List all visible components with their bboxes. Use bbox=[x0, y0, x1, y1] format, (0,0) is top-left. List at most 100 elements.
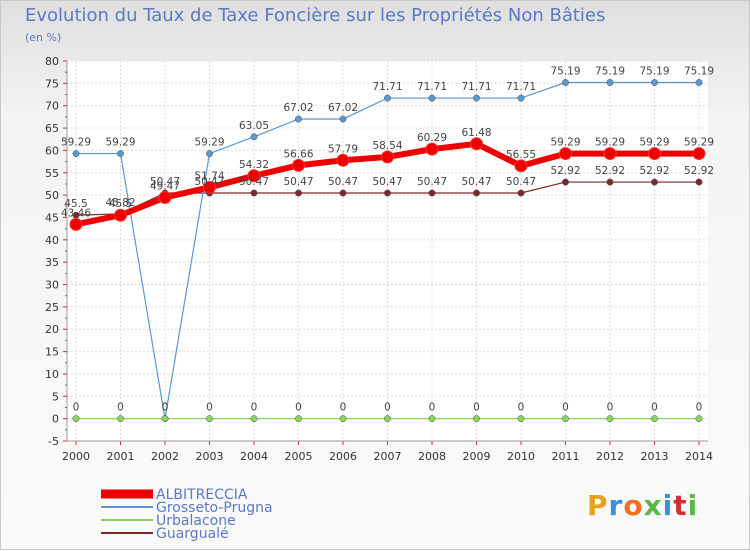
data-label: 59.29 bbox=[639, 137, 669, 149]
legend-label: Guargualé bbox=[156, 526, 229, 542]
data-label: 50.47 bbox=[328, 176, 358, 188]
data-point bbox=[695, 178, 703, 186]
data-point bbox=[117, 150, 124, 158]
data-point bbox=[339, 115, 347, 123]
data-point bbox=[648, 147, 661, 161]
data-label: 56.55 bbox=[506, 149, 536, 161]
data-label: 67.02 bbox=[328, 102, 358, 114]
data-label: 50.47 bbox=[461, 176, 491, 188]
y-tick-label: 5 bbox=[52, 390, 59, 403]
data-point bbox=[250, 133, 258, 141]
data-label: 0 bbox=[607, 402, 614, 414]
data-point bbox=[651, 178, 658, 186]
data-label: 75.19 bbox=[684, 66, 714, 78]
data-label: 0 bbox=[206, 402, 213, 414]
data-point bbox=[72, 415, 80, 423]
logo-letter: P bbox=[587, 489, 609, 522]
data-point bbox=[559, 147, 572, 161]
data-label: 71.71 bbox=[506, 81, 536, 93]
data-point bbox=[470, 137, 483, 151]
data-label: 0 bbox=[384, 402, 391, 414]
data-point bbox=[425, 142, 439, 156]
data-label: 75.19 bbox=[595, 66, 625, 78]
data-label: 52.92 bbox=[595, 165, 625, 177]
legend-label: ALBITRECCIA bbox=[156, 487, 248, 503]
data-point bbox=[336, 153, 350, 167]
data-label: 0 bbox=[251, 402, 258, 414]
y-axis-unit-label: (en %) bbox=[25, 31, 62, 44]
data-point bbox=[695, 79, 703, 86]
data-point bbox=[651, 415, 658, 423]
x-tick-label: 2004 bbox=[240, 450, 268, 463]
data-point bbox=[161, 415, 169, 423]
data-point bbox=[517, 189, 525, 197]
data-point bbox=[606, 79, 614, 86]
data-point bbox=[247, 169, 261, 183]
x-tick-label: 2005 bbox=[285, 450, 313, 463]
data-label: 45.5 bbox=[64, 198, 87, 210]
data-label: 59.29 bbox=[684, 137, 714, 149]
data-point bbox=[517, 415, 525, 423]
data-point bbox=[603, 147, 617, 161]
data-point bbox=[651, 79, 658, 86]
data-label: 0 bbox=[73, 402, 80, 414]
data-point bbox=[473, 189, 480, 197]
data-label: 0 bbox=[696, 402, 703, 414]
y-tick-label: 35 bbox=[45, 256, 59, 269]
x-tick-label: 2001 bbox=[107, 450, 135, 463]
x-tick-label: 2011 bbox=[552, 450, 580, 463]
logo-letter: i bbox=[687, 489, 699, 522]
data-point bbox=[72, 150, 80, 158]
data-label: 0 bbox=[117, 402, 124, 414]
data-point bbox=[473, 94, 480, 102]
data-label: 71.71 bbox=[417, 81, 447, 93]
data-point bbox=[384, 415, 391, 423]
legend-label: Urbalacone bbox=[156, 513, 236, 529]
data-point bbox=[250, 189, 258, 197]
data-point bbox=[606, 415, 614, 423]
data-label: 75.19 bbox=[550, 66, 580, 78]
data-label: 60.29 bbox=[417, 132, 447, 144]
data-label: 50.47 bbox=[283, 176, 313, 188]
data-label: 52.92 bbox=[639, 165, 669, 177]
data-point bbox=[692, 147, 706, 161]
data-point bbox=[295, 115, 302, 123]
x-tick-label: 2002 bbox=[151, 450, 179, 463]
y-tick-label: 50 bbox=[45, 189, 59, 202]
data-point bbox=[114, 208, 127, 222]
data-point bbox=[517, 94, 525, 102]
data-label: 56.66 bbox=[283, 148, 313, 160]
logo-letter: i bbox=[662, 489, 674, 522]
chart-title: Evolution du Taux de Taxe Foncière sur l… bbox=[25, 5, 606, 26]
data-point bbox=[428, 415, 436, 423]
data-label: 0 bbox=[651, 402, 658, 414]
data-point bbox=[606, 178, 614, 186]
data-label: 45.5 bbox=[109, 198, 132, 210]
data-point bbox=[428, 94, 436, 102]
legend-label: Grosseto-Prugna bbox=[156, 500, 273, 516]
data-label: 0 bbox=[429, 402, 436, 414]
x-tick-label: 2010 bbox=[507, 450, 535, 463]
data-label: 63.05 bbox=[239, 120, 269, 132]
data-point bbox=[384, 94, 391, 102]
data-label: 49.47 bbox=[150, 180, 180, 192]
proxiti-logo: Proxiti bbox=[587, 489, 698, 522]
y-tick-label: 60 bbox=[45, 144, 59, 157]
data-point bbox=[381, 150, 394, 164]
data-label: 61.48 bbox=[461, 127, 491, 139]
data-label: 58.54 bbox=[372, 140, 402, 152]
data-label: 50.47 bbox=[417, 176, 447, 188]
data-label: 59.29 bbox=[105, 137, 135, 149]
data-point bbox=[117, 415, 124, 423]
logo-letter: t bbox=[673, 489, 688, 522]
y-tick-label: 0 bbox=[52, 413, 59, 426]
data-label: 52.92 bbox=[684, 165, 714, 177]
data-label: 50.47 bbox=[194, 176, 224, 188]
data-point bbox=[339, 189, 347, 197]
data-label: 45.82 bbox=[105, 197, 135, 209]
y-tick-label: -5 bbox=[48, 435, 59, 448]
data-label: 0 bbox=[162, 402, 169, 414]
data-point bbox=[428, 189, 436, 197]
x-tick-label: 2009 bbox=[463, 450, 491, 463]
